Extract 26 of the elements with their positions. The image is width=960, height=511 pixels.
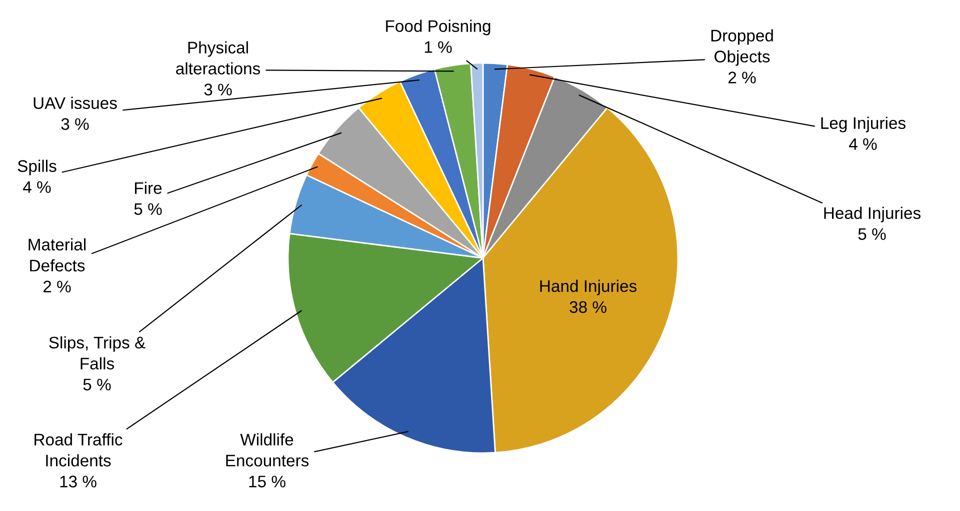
slice-label: Head Injuries [824, 206, 920, 222]
slice-label: Wildlife Encounters [226, 433, 309, 466]
slice-label: Spills [18, 160, 56, 176]
slice-label: Material Defects [28, 238, 86, 272]
data-label: 1 % [424, 41, 452, 53]
slice-label: Hand Injuries [540, 280, 636, 296]
slice-label: Road Traffic Incidents [34, 433, 122, 466]
data-label: 13 % [60, 476, 96, 488]
slice-label: Food Poisning [386, 20, 490, 36]
slice-label: UAV issues [34, 96, 117, 109]
data-label: 2 % [728, 72, 756, 84]
slice-label: Physical alteractions [176, 41, 260, 74]
data-label: 4 % [23, 181, 51, 193]
slice-label: Dropped Objects [711, 29, 773, 66]
data-label: 4 % [849, 138, 877, 150]
data-label: 15 % [249, 476, 286, 488]
data-label: 5 % [858, 228, 886, 240]
data-label: 2 % [43, 280, 71, 292]
slice-label: Leg Injuries [821, 116, 906, 132]
data-label: 3 % [61, 118, 89, 130]
data-label: 3 % [204, 84, 232, 96]
data-label: 5 % [83, 378, 111, 390]
data-label: 38 % [570, 301, 606, 313]
slice-label: Slips, Trips & Falls [49, 336, 146, 370]
data-label: 5 % [134, 203, 162, 215]
slice-label: Fire [135, 182, 162, 194]
